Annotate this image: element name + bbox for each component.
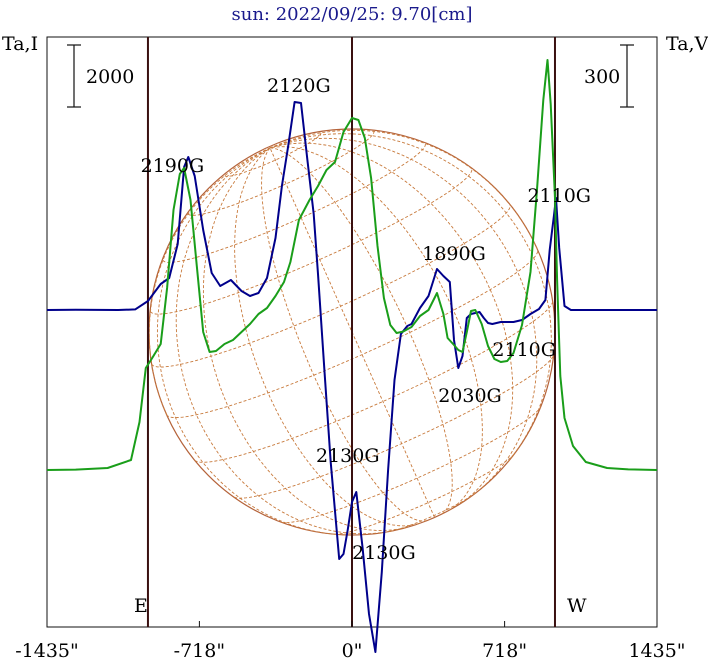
annotation-label: 2120G <box>267 75 331 97</box>
meridian-line <box>269 133 552 463</box>
x-tick-label: 718" <box>482 640 527 662</box>
scale-bar-left-label: 2000 <box>86 66 134 88</box>
meridian-line <box>156 147 345 536</box>
annotation-label: 2110G <box>492 339 556 361</box>
meridian-line <box>261 147 428 522</box>
series-polarization-line <box>46 59 658 471</box>
parallel-line <box>162 143 426 263</box>
annotation-label: 2190G <box>141 155 205 177</box>
marker-label-e: E <box>134 595 148 617</box>
meridian-line <box>269 146 483 511</box>
scale-bars: 2000 300 <box>67 44 634 108</box>
parallel-line <box>151 204 511 368</box>
sun-disk-grid <box>148 128 556 536</box>
annotation-label: 2130G <box>316 445 380 467</box>
parallel-line <box>334 454 515 535</box>
chart-title: sun: 2022/09/25: 9.70[cm] <box>231 4 472 25</box>
marker-label-w: W <box>567 595 587 617</box>
x-tick-label: -1435" <box>15 640 79 662</box>
meridian-line <box>269 137 538 495</box>
meridian-line <box>269 147 435 518</box>
x-tick-label: 1435" <box>628 640 685 662</box>
parallel-line <box>150 168 473 315</box>
parallel-line <box>194 301 554 463</box>
annotation-label: 2130G <box>352 542 416 564</box>
x-tick-label: -718" <box>174 640 225 662</box>
meridian-line <box>269 142 514 504</box>
y-axis-label-left: Ta,I <box>2 33 38 55</box>
annotation-label: 2030G <box>438 385 502 407</box>
annotations-group: 2190G 2120G 2110G 1890G 2110G 2030G 2130G 2130G <box>141 75 591 564</box>
parallel-line <box>281 406 541 524</box>
parallel-line <box>187 131 375 216</box>
series-intensity-line <box>46 101 657 653</box>
meridian-line <box>175 147 391 535</box>
parallel-line <box>234 354 555 499</box>
series-group <box>46 59 658 653</box>
y-axis-label-right: Ta,V <box>666 33 708 55</box>
parallel-line <box>390 493 475 532</box>
meridian-line <box>234 147 420 527</box>
x-tick-label: 0" <box>342 640 363 662</box>
x-axis-ticks: -1435" -718" 0" 718" 1435" <box>15 621 686 662</box>
annotation-label: 1890G <box>422 243 486 265</box>
meridian-line <box>269 147 453 515</box>
parallel-line <box>166 249 539 419</box>
annotation-label: 2110G <box>527 185 591 207</box>
scale-bar-right-label: 300 <box>584 66 620 88</box>
